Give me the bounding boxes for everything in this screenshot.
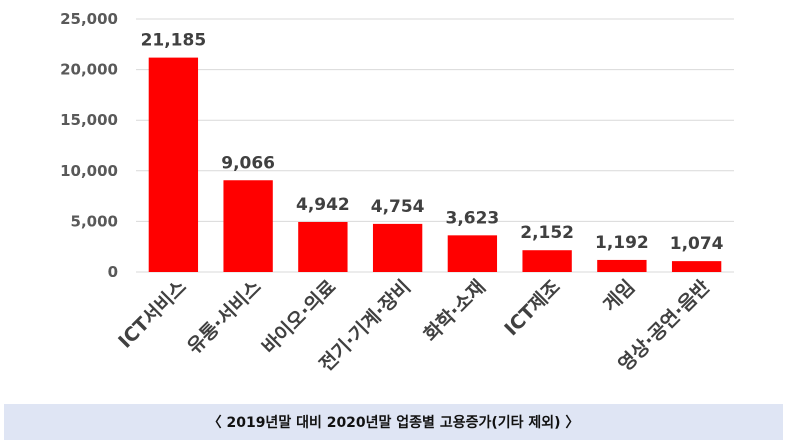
chart-caption-text: 〈 2019년말 대비 2020년말 업종별 고용증가(기타 제외) 〉 (207, 415, 580, 431)
data-label: 1,192 (595, 233, 649, 253)
y-tick-label: 5,000 (71, 212, 118, 230)
y-tick-label: 0 (108, 263, 118, 281)
x-category-label: 바이오·의료 (258, 276, 340, 358)
bar (298, 221, 348, 272)
chart-caption: 〈 2019년말 대비 2020년말 업종별 고용증가(기타 제외) 〉 (4, 404, 783, 440)
x-category-label: 화학·소재 (420, 276, 490, 346)
bar (522, 250, 572, 272)
x-category-label: 유통·서비스 (183, 276, 265, 358)
y-axis-tick-labels: 0 5,000 10,000 15,000 20,000 25,000 (60, 10, 118, 281)
x-category-label: ICT서비스 (114, 276, 191, 353)
y-tick-label: 25,000 (60, 10, 118, 28)
bar (148, 57, 199, 272)
bar-chart: 0 5,000 10,000 15,000 20,000 25,000 21,185 9,0… (60, 10, 734, 376)
data-label: 4,942 (296, 195, 350, 215)
data-label: 1,074 (670, 234, 724, 254)
data-label: 9,066 (221, 153, 275, 173)
data-label: 4,754 (371, 197, 425, 217)
y-tick-label: 20,000 (60, 61, 118, 79)
x-category-label: 게임 (599, 276, 639, 316)
data-label: 3,623 (445, 208, 499, 228)
bar (597, 259, 647, 272)
data-label: 2,152 (520, 223, 574, 243)
data-labels: 21,185 9,066 4,942 4,754 3,623 2,152 1,192 1,07… (141, 31, 724, 255)
bar (447, 235, 498, 272)
bar (372, 223, 423, 272)
y-tick-label: 15,000 (60, 111, 118, 129)
bar (671, 261, 722, 272)
bars (148, 57, 722, 272)
data-label: 21,185 (141, 31, 207, 51)
y-tick-label: 10,000 (60, 162, 118, 180)
x-category-label: ICT제조 (500, 276, 564, 340)
bar (223, 180, 273, 272)
